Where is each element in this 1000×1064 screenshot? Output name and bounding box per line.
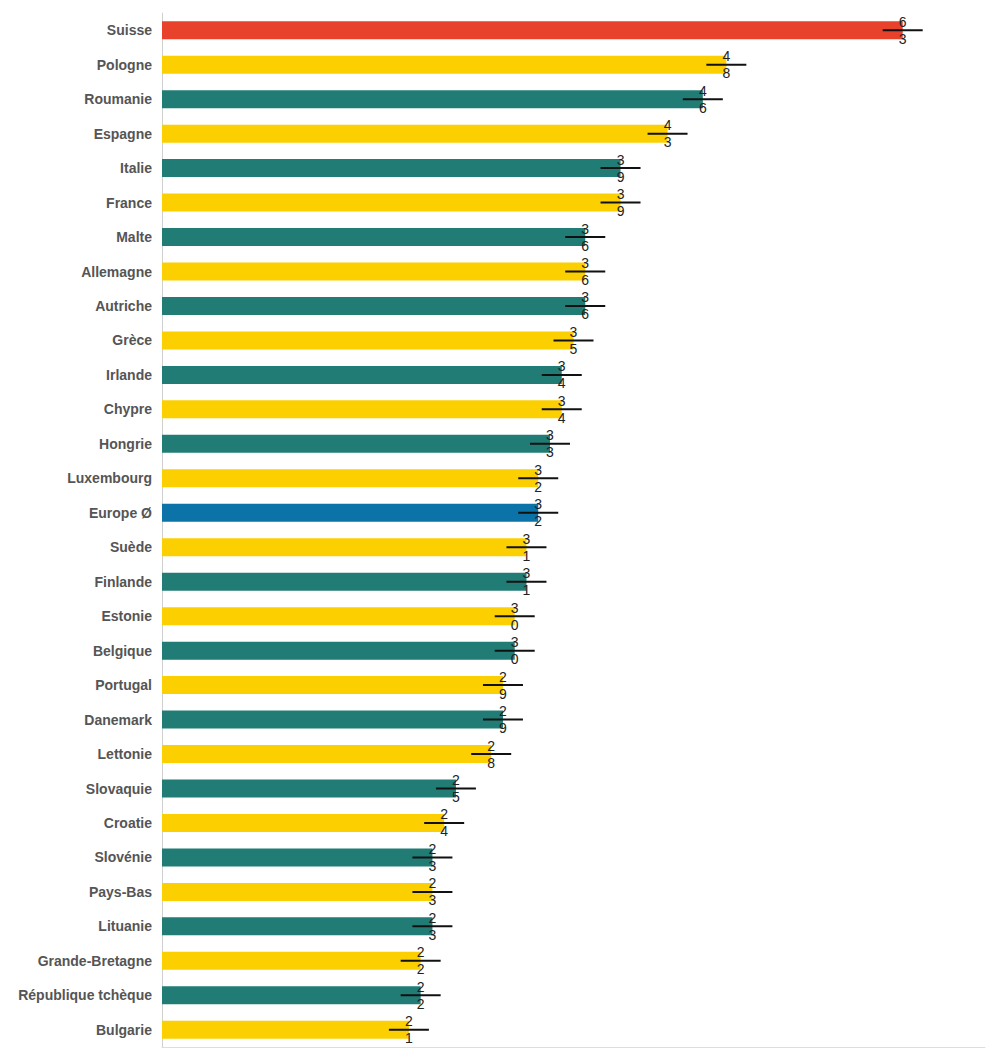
svg-text:2: 2 [417,996,425,1012]
svg-text:9: 9 [617,169,625,185]
svg-text:Estonie: Estonie [101,608,152,624]
svg-text:Slovénie: Slovénie [94,849,152,865]
svg-text:Allemagne: Allemagne [81,264,152,280]
svg-text:Suède: Suède [110,539,152,555]
svg-text:0: 0 [511,651,519,667]
svg-text:Pays-Bas: Pays-Bas [89,884,152,900]
svg-text:3: 3 [581,289,589,305]
svg-text:Chypre: Chypre [104,401,152,417]
svg-text:Portugal: Portugal [95,677,152,693]
svg-text:Irlande: Irlande [106,367,152,383]
svg-text:Autriche: Autriche [95,298,152,314]
svg-text:3: 3 [558,393,566,409]
svg-text:6: 6 [899,14,907,30]
svg-text:2: 2 [452,772,460,788]
svg-text:4: 4 [699,83,707,99]
svg-text:Pologne: Pologne [97,57,152,73]
svg-text:2: 2 [429,910,437,926]
svg-text:3: 3 [523,565,531,581]
svg-text:3: 3 [581,255,589,271]
svg-text:Grèce: Grèce [112,332,152,348]
svg-text:6: 6 [581,306,589,322]
svg-text:Lituanie: Lituanie [98,918,152,934]
svg-text:1: 1 [523,548,531,564]
svg-text:2: 2 [429,875,437,891]
svg-text:3: 3 [581,221,589,237]
svg-text:3: 3 [664,134,672,150]
svg-text:3: 3 [617,186,625,202]
svg-text:3: 3 [511,634,519,650]
svg-text:Espagne: Espagne [94,126,153,142]
svg-text:5: 5 [452,789,460,805]
svg-text:2: 2 [417,961,425,977]
svg-text:France: France [106,195,152,211]
svg-text:Grande-Bretagne: Grande-Bretagne [38,953,153,969]
svg-text:3: 3 [558,358,566,374]
svg-text:3: 3 [511,600,519,616]
svg-text:9: 9 [499,720,507,736]
svg-text:3: 3 [429,892,437,908]
svg-text:4: 4 [558,375,566,391]
svg-text:8: 8 [722,65,730,81]
svg-text:6: 6 [581,272,589,288]
svg-text:3: 3 [534,462,542,478]
svg-text:Finlande: Finlande [94,574,152,590]
svg-text:3: 3 [429,927,437,943]
svg-text:3: 3 [534,496,542,512]
svg-text:2: 2 [440,806,448,822]
svg-text:2: 2 [417,979,425,995]
svg-text:1: 1 [523,582,531,598]
svg-text:1: 1 [405,1030,413,1046]
svg-text:9: 9 [499,686,507,702]
svg-text:2: 2 [499,669,507,685]
svg-text:2: 2 [499,703,507,719]
svg-text:Hongrie: Hongrie [99,436,152,452]
svg-text:2: 2 [534,479,542,495]
svg-text:5: 5 [570,341,578,357]
svg-text:Malte: Malte [116,229,152,245]
svg-text:Slovaquie: Slovaquie [86,781,152,797]
svg-text:Lettonie: Lettonie [98,746,153,762]
svg-text:3: 3 [899,31,907,47]
svg-text:4: 4 [664,117,672,133]
svg-text:3: 3 [617,152,625,168]
svg-text:2: 2 [429,841,437,857]
svg-text:3: 3 [546,444,554,460]
svg-text:6: 6 [581,238,589,254]
svg-text:0: 0 [511,617,519,633]
svg-text:3: 3 [429,858,437,874]
svg-text:2: 2 [417,944,425,960]
svg-text:4: 4 [440,823,448,839]
svg-text:Roumanie: Roumanie [84,91,152,107]
svg-text:Europe Ø: Europe Ø [89,505,152,521]
svg-text:Italie: Italie [120,160,152,176]
svg-text:Danemark: Danemark [84,712,152,728]
svg-text:3: 3 [570,324,578,340]
svg-text:9: 9 [617,203,625,219]
svg-text:Croatie: Croatie [104,815,152,831]
svg-text:2: 2 [405,1013,413,1029]
svg-text:4: 4 [722,48,730,64]
svg-text:Belgique: Belgique [93,643,152,659]
svg-text:6: 6 [699,100,707,116]
svg-text:Bulgarie: Bulgarie [96,1022,152,1038]
svg-text:3: 3 [523,531,531,547]
svg-text:République tchèque: République tchèque [18,987,152,1003]
svg-text:2: 2 [534,513,542,529]
svg-text:2: 2 [487,738,495,754]
svg-text:Luxembourg: Luxembourg [67,470,152,486]
svg-text:3: 3 [546,427,554,443]
svg-text:4: 4 [558,410,566,426]
svg-text:Suisse: Suisse [107,22,152,38]
svg-text:8: 8 [487,755,495,771]
